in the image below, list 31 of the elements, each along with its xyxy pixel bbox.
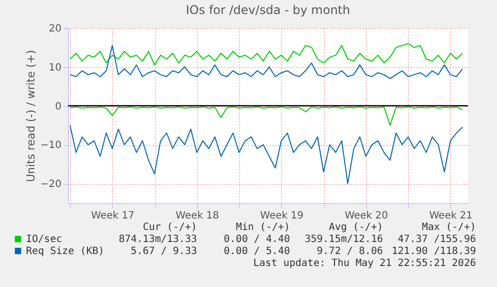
y-tick-label: −20: [40, 179, 62, 190]
chart-title: IOs for /dev/sda - by month: [186, 3, 350, 17]
text: Min (-/+): [236, 222, 290, 233]
y-tick-label: 20: [48, 24, 62, 34]
text: 47.37 /155.96: [398, 234, 476, 245]
y-tick-label: −10: [40, 140, 62, 152]
text: 359.15m/12.16: [304, 234, 383, 245]
x-tick-label: Week 20: [344, 210, 388, 222]
line-series: [70, 45, 463, 80]
line-series: [70, 43, 463, 66]
text: 874.13m/13.33: [118, 234, 197, 245]
line-series: [70, 124, 463, 184]
text: Cur (-/+): [142, 222, 197, 233]
x-tick-label: Week 18: [176, 210, 219, 222]
text: Max (-/+): [422, 222, 476, 233]
text: 0.00 / 4.40: [224, 234, 290, 245]
text: 121.90 /118.39: [392, 246, 476, 257]
text: 9.72 / 8.06: [316, 246, 383, 257]
y-tick-label: 0: [55, 101, 62, 112]
legend-label: Req Size (KB): [26, 246, 104, 257]
text: Last update: Thu May 21 22:55:21 2026: [253, 258, 476, 269]
line-series: [70, 106, 463, 126]
y-axis-title: Units read (-) / write (+): [24, 50, 38, 182]
text: Avg (-/+): [328, 222, 383, 233]
y-tick-label: 10: [48, 62, 62, 74]
x-tick-label: Week 19: [260, 210, 304, 222]
text: 0.00 / 5.40: [224, 246, 290, 257]
legend-label: IO/sec: [26, 234, 62, 245]
x-tick-label: Week 17: [91, 210, 134, 222]
x-tick-label: Week 21: [429, 210, 473, 222]
text: 5.67 / 9.33: [130, 246, 197, 257]
